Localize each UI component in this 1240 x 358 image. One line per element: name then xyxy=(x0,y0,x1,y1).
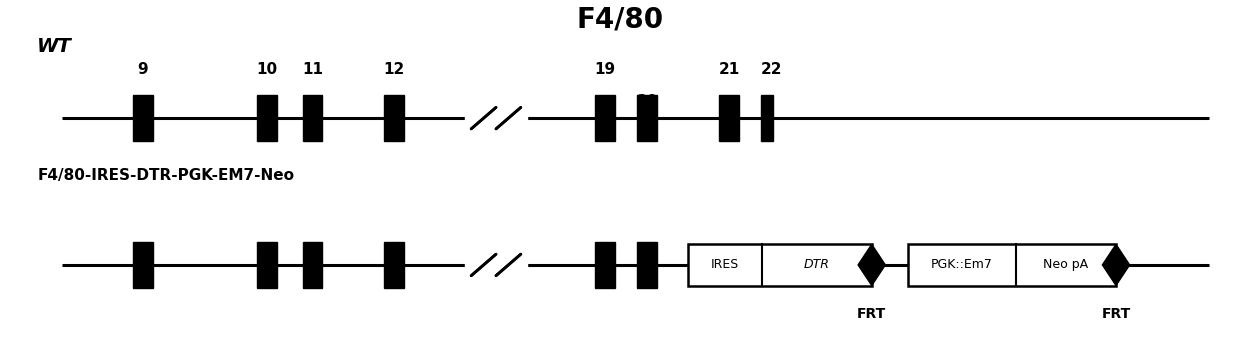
Bar xyxy=(637,95,657,141)
Polygon shape xyxy=(1102,244,1130,286)
Bar xyxy=(595,95,615,141)
Text: 10: 10 xyxy=(255,62,278,77)
Bar xyxy=(384,242,404,288)
Text: WT: WT xyxy=(37,37,72,56)
Bar xyxy=(761,95,774,141)
Polygon shape xyxy=(858,244,885,286)
Text: F4/80: F4/80 xyxy=(577,6,663,34)
Text: 19: 19 xyxy=(594,62,616,77)
Bar xyxy=(303,242,322,288)
Bar xyxy=(303,95,322,141)
Bar xyxy=(133,242,153,288)
Text: 22: 22 xyxy=(760,62,782,77)
Bar xyxy=(595,242,615,288)
Bar xyxy=(719,95,739,141)
Bar xyxy=(257,95,277,141)
Text: FRT: FRT xyxy=(857,307,887,321)
Bar xyxy=(384,95,404,141)
Bar xyxy=(908,244,1116,286)
Text: 11: 11 xyxy=(303,62,322,77)
Bar xyxy=(257,242,277,288)
Text: FRT: FRT xyxy=(1101,307,1131,321)
Bar xyxy=(688,244,872,286)
Bar xyxy=(133,95,153,141)
Text: 20: 20 xyxy=(636,94,658,109)
Text: 9: 9 xyxy=(138,62,148,77)
Text: IRES: IRES xyxy=(711,258,739,271)
Text: PGK::Em7: PGK::Em7 xyxy=(931,258,993,271)
Text: Neo pA: Neo pA xyxy=(1043,258,1089,271)
Text: F4/80-IRES-DTR-PGK-EM7-Neo: F4/80-IRES-DTR-PGK-EM7-Neo xyxy=(37,168,294,183)
Bar xyxy=(637,242,657,288)
Text: DTR: DTR xyxy=(804,258,830,271)
Text: 12: 12 xyxy=(383,62,405,77)
Text: 21: 21 xyxy=(718,62,740,77)
